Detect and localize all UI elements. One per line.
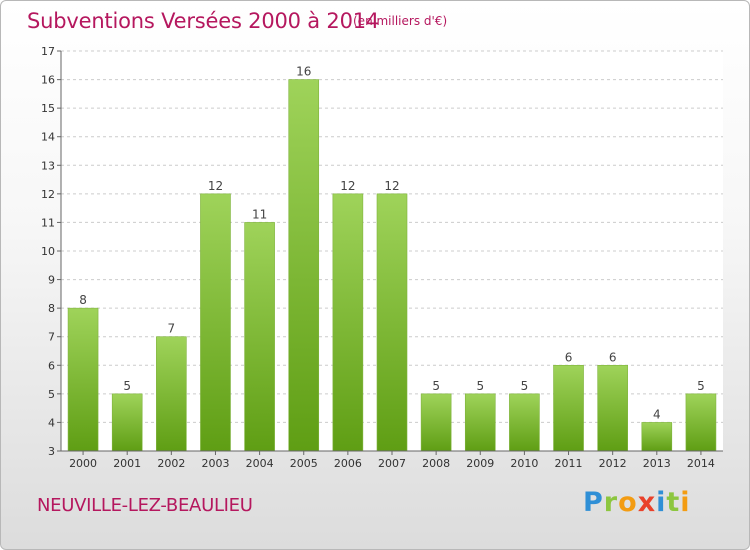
y-tick-label: 4 — [48, 416, 55, 429]
y-tick-label: 15 — [41, 102, 55, 115]
bar-2007 — [376, 193, 408, 452]
data-label-2002: 7 — [168, 322, 176, 336]
y-tick-label: 10 — [41, 245, 55, 258]
data-label-2012: 6 — [609, 350, 617, 364]
data-label-2005: 16 — [296, 65, 311, 79]
x-tick-label-2009: 2009 — [466, 457, 494, 470]
bar-2001 — [111, 393, 143, 452]
y-tick-label: 9 — [48, 274, 55, 287]
bar-2010 — [509, 393, 540, 452]
y-tick-label: 8 — [48, 302, 55, 315]
bar-2008 — [420, 393, 452, 452]
x-tick-label-2005: 2005 — [290, 457, 318, 470]
bar-2013 — [641, 422, 673, 452]
y-tick-label: 5 — [48, 388, 55, 401]
bar-2012 — [597, 364, 628, 452]
y-tick-label: 3 — [48, 445, 55, 458]
data-label-2003: 12 — [208, 179, 223, 193]
y-tick-label: 13 — [41, 159, 55, 172]
data-labels: 8 5 7 12 11 16 12 12 5 5 5 6 6 4 5 — [79, 65, 705, 422]
y-tick-label: 11 — [41, 216, 55, 229]
x-tick-label-2010: 2010 — [510, 457, 538, 470]
x-tick-label-2001: 2001 — [113, 457, 141, 470]
data-label-2000: 8 — [79, 293, 87, 307]
data-label-2007: 12 — [384, 179, 399, 193]
y-tick-label: 7 — [48, 331, 55, 344]
data-label-2013: 4 — [653, 407, 661, 421]
x-tick-label-2004: 2004 — [246, 457, 274, 470]
x-tick-label-2011: 2011 — [555, 457, 583, 470]
bar-2006 — [332, 193, 364, 452]
y-tick-label: 16 — [41, 74, 55, 87]
x-tick-label-2014: 2014 — [687, 457, 715, 470]
x-axis-ticks: 2000 2001 2002 2003 2004 2005 2006 2007 2008 2009… — [61, 450, 723, 470]
data-label-2004: 11 — [252, 207, 267, 221]
y-tick-label: 6 — [48, 359, 55, 372]
proxiti-logo: Proxiti — [583, 487, 691, 518]
data-label-2006: 12 — [340, 179, 355, 193]
data-label-2001: 5 — [123, 379, 131, 393]
bar-2005 — [288, 79, 320, 452]
y-axis-ticks: 3 4 5 6 7 8 9 10 11 12 13 14 15 16 17 — [41, 45, 62, 458]
x-tick-label-2007: 2007 — [378, 457, 406, 470]
x-tick-label-2003: 2003 — [201, 457, 229, 470]
x-tick-label-2002: 2002 — [157, 457, 185, 470]
data-label-2009: 5 — [476, 379, 484, 393]
bars — [67, 79, 717, 452]
bar-2009 — [464, 393, 496, 452]
data-label-2010: 5 — [521, 379, 529, 393]
data-label-2014: 5 — [697, 379, 705, 393]
commune-name: NEUVILLE-LEZ-BEAULIEU — [37, 495, 253, 516]
data-label-2008: 5 — [432, 379, 440, 393]
y-tick-label: 12 — [41, 188, 55, 201]
x-tick-label-2008: 2008 — [422, 457, 450, 470]
bar-2000 — [67, 307, 99, 452]
bar-2014 — [685, 393, 717, 452]
x-tick-label-2013: 2013 — [643, 457, 671, 470]
y-tick-label: 17 — [41, 45, 55, 58]
x-tick-label-2006: 2006 — [334, 457, 362, 470]
x-tick-label-2012: 2012 — [599, 457, 627, 470]
y-tick-label: 14 — [41, 131, 55, 144]
bar-2002 — [156, 336, 187, 452]
chart-unit: (en milliers d'€) — [353, 14, 448, 28]
x-tick-label-2000: 2000 — [69, 457, 97, 470]
bar-2003 — [200, 193, 231, 452]
bar-2004 — [244, 222, 275, 452]
bar-2011 — [553, 364, 584, 452]
data-label-2011: 6 — [565, 350, 573, 364]
chart-title: Subventions Versées 2000 à 2014 — [27, 9, 380, 33]
